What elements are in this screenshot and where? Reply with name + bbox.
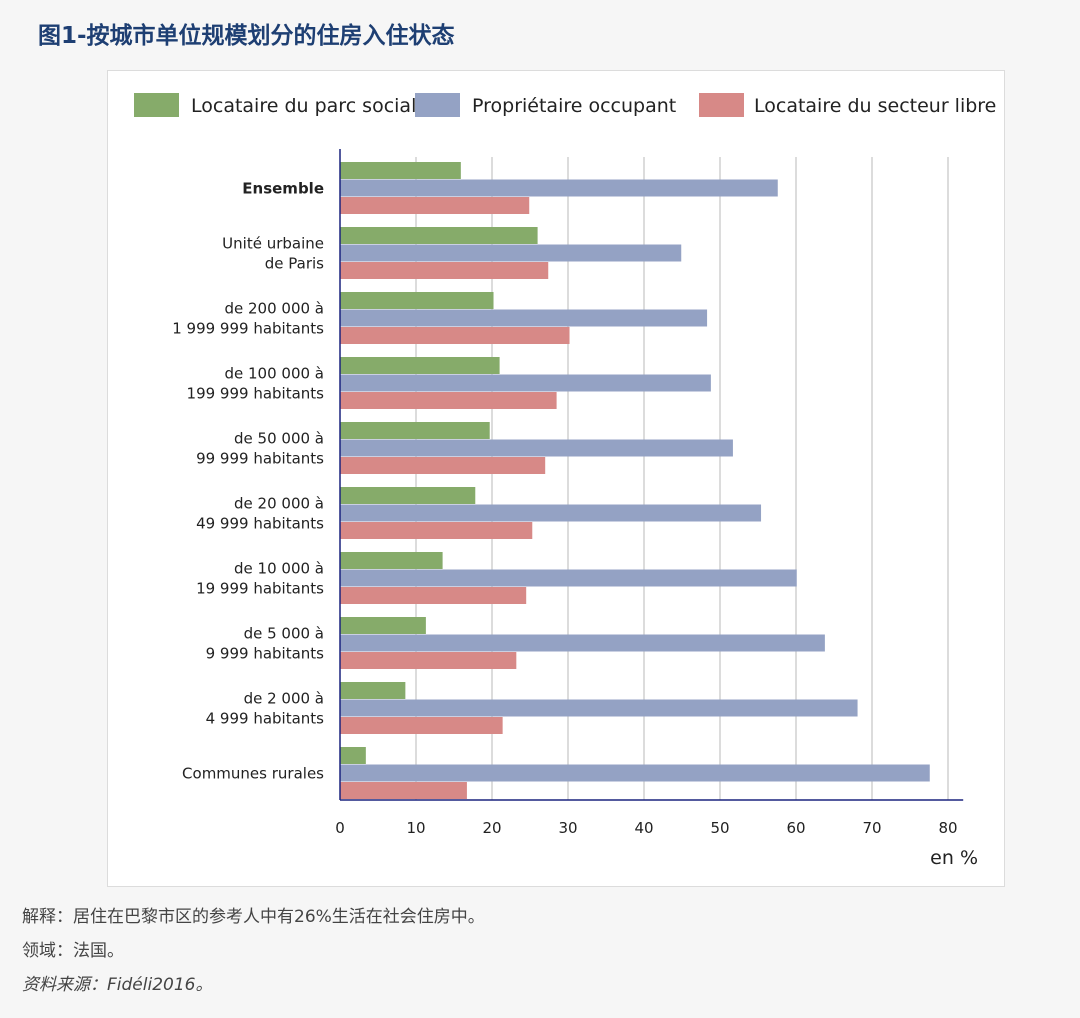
category-label-1: Unité urbaine de Paris [222,234,324,272]
x-tick-label-10: 10 [406,819,425,837]
x-tick-label-70: 70 [862,819,881,837]
category-label-4: de 50 000 à 99 999 habitants [196,429,324,467]
category-label-9: Communes rurales [182,764,324,782]
source-note: 资料来源：Fidéli2016。 [22,975,213,995]
bar-social-9 [340,747,366,764]
category-label-5: de 20 000 à 49 999 habitants [196,494,324,532]
scope-note: 领域：法国。 [22,941,124,961]
bar-social-5 [340,487,476,504]
category-label-6: de 10 000 à 19 999 habitants [196,559,324,597]
bar-private-2 [340,327,570,344]
x-axis-label: en % [930,847,978,869]
x-tick-label-30: 30 [558,819,577,837]
x-tick-label-20: 20 [482,819,501,837]
bar-owner-3 [340,374,711,392]
bar-private-9 [340,782,467,799]
bar-chart: 0 10 20 30 40 50 60 70 80 en % Ensemble Unité urbai… [134,93,996,869]
bar-private-8 [340,717,503,734]
legend-swatch-0 [134,93,179,117]
bar-social-6 [340,552,443,569]
x-tick-label-50: 50 [710,819,729,837]
x-tick-label-80: 80 [938,819,957,837]
legend-swatch-2 [699,93,744,117]
bar-social-2 [340,292,494,309]
legend-label-0: Locataire du parc social [191,95,416,117]
bar-owner-2 [340,309,708,327]
bar-owner-0 [340,179,778,197]
bar-social-8 [340,682,406,699]
bar-social-3 [340,357,500,374]
bar-owner-9 [340,764,930,782]
bar-owner-4 [340,439,733,457]
bar-private-1 [340,262,549,279]
legend-label-2: Locataire du secteur libre [754,95,996,117]
legend-label-1: Propriétaire occupant [472,95,676,117]
bar-owner-8 [340,699,858,717]
bar-owner-6 [340,569,797,587]
chart-panel: 0 10 20 30 40 50 60 70 80 en % Ensemble Unité urbai… [107,70,1005,887]
chart-title: 图1-按城市单位规模划分的住房入住状态 [38,23,455,49]
bar-owner-1 [340,244,682,262]
bar-private-6 [340,587,527,604]
bar-social-4 [340,422,490,439]
bar-private-5 [340,522,533,539]
x-tick-label-40: 40 [634,819,653,837]
interpretation-note: 解释：居住在巴黎市区的参考人中有26%生活在社会住房中。 [22,907,485,927]
bar-private-4 [340,457,546,474]
bar-owner-5 [340,504,762,522]
bar-social-0 [340,162,461,179]
chart-notes: 解释：居住在巴黎市区的参考人中有26%生活在社会住房中。 领域：法国。 资料来源… [22,900,485,1002]
x-tick-label-60: 60 [786,819,805,837]
bar-social-1 [340,227,538,244]
legend-swatch-1 [415,93,460,117]
category-label-3: de 100 000 à 199 999 habitants [187,364,325,402]
bar-social-7 [340,617,426,634]
category-label-0: Ensemble [242,179,324,197]
bar-private-0 [340,197,530,214]
bar-private-3 [340,392,557,409]
bar-private-7 [340,652,517,669]
bar-owner-7 [340,634,825,652]
x-tick-label-0: 0 [335,819,345,837]
